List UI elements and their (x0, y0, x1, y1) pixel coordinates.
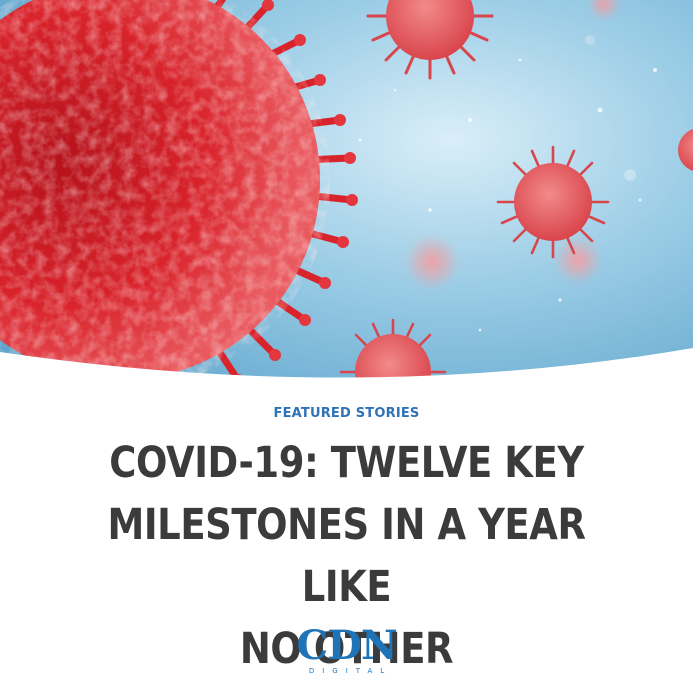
article-card[interactable]: FEATURED STORIES COVID-19: TWELVE KEY MI… (0, 390, 693, 693)
article-title[interactable]: COVID-19: TWELVE KEY MILESTONES IN A YEA… (66, 432, 628, 680)
title-line: NO OTHER (239, 624, 454, 674)
logo-text: CDN (296, 622, 397, 669)
category-label[interactable]: FEATURED STORIES (273, 406, 420, 421)
title-line: COVID-19: TWELVE KEY (109, 438, 584, 488)
virus-illustration-icon (0, 0, 693, 400)
brand-logo[interactable]: CDN DIGITAL (0, 622, 693, 676)
hero-image (0, 0, 693, 400)
logo-subtext: DIGITAL (308, 667, 393, 675)
title-line: MILESTONES IN A YEAR LIKE (107, 500, 586, 612)
